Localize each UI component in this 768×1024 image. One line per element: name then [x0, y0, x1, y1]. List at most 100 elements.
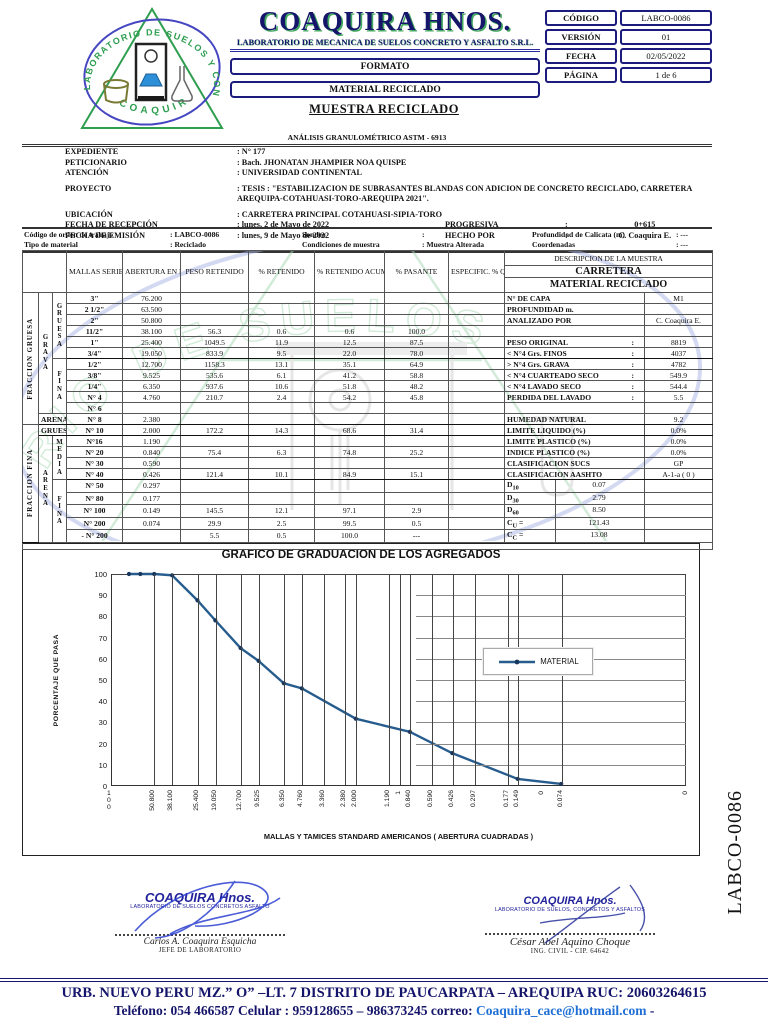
col-ret: % RETENIDO — [248, 250, 316, 293]
peso-retenido — [180, 435, 250, 447]
sieve-mm: 2.000 — [122, 424, 182, 436]
y-tick-label: 40 — [98, 697, 107, 707]
desc-row-value — [644, 479, 714, 493]
sieve-size: N° 40 — [66, 468, 124, 480]
v-gridline — [284, 574, 286, 785]
pct-pasante: 0.5 — [384, 516, 450, 531]
desc-row-label: LIMITE PLASTICO (%) — [504, 435, 646, 447]
desc-label-colon: < N°4 Grs. FINOS: — [507, 349, 642, 358]
info-label: EXPEDIENTE — [65, 147, 119, 156]
pct-acumulado — [314, 491, 386, 506]
sieve-analysis-section: RIO DE SUELOS MALLAS SERIE AMERICANAABER… — [21, 250, 714, 550]
peso-retenido — [180, 457, 250, 469]
especificacion — [448, 402, 506, 414]
analysis-subtitle: ANÁLISIS GRANULOMÉTRICO ASTM - 6913 — [22, 133, 712, 147]
especificacion — [448, 446, 506, 458]
desc-head: DESCRIPCION DE LA MUESTRA CARRETERA MATERI… — [505, 252, 712, 291]
h-gridline — [416, 764, 686, 766]
v-gridline — [507, 574, 509, 785]
desc-row-label: D10 0.07 — [504, 479, 646, 493]
desc-row-label — [504, 325, 646, 337]
peso-retenido: 1049.5 — [180, 336, 250, 348]
info-value: Bach. JHONATAN JHAMPIER NOA QUISPE — [237, 158, 725, 169]
desc-d-row: D60 8.50 — [507, 505, 642, 517]
desc-label-text: < N°4 Grs. FINOS — [507, 348, 567, 358]
pct-pasante: 48.2 — [384, 380, 450, 392]
desc-row-label: INDICE PLASTICO (%) — [504, 446, 646, 458]
pct-acumulado: 35.1 — [314, 358, 386, 370]
desc-row-value: 4037 — [644, 347, 714, 359]
desc-row-value: 0.0% — [644, 435, 714, 447]
especificacion — [448, 369, 506, 381]
sieve-mm: 50.800 — [122, 314, 182, 326]
x-axis-title: MALLAS Y TAMICES STANDARD AMERICANOS ( A… — [263, 832, 534, 841]
pct-acumulado — [314, 435, 386, 447]
peso-retenido — [180, 314, 250, 326]
y-tick-label: 80 — [98, 612, 107, 622]
sieve-size: 1/2" — [66, 358, 124, 370]
sieve-size: 3" — [66, 292, 124, 304]
desc-row-value — [644, 504, 714, 518]
especificacion — [448, 391, 506, 403]
sieve-mm — [122, 529, 182, 543]
sieve-size: N° 80 — [66, 491, 124, 506]
desc-d-symbol: CC = — [506, 530, 557, 542]
sieve-size: 1/4" — [66, 380, 124, 392]
order-row: Código de orden de trabajo LABCO-0086Sond… — [22, 230, 712, 240]
pct-acumulado — [314, 402, 386, 414]
chart-legend: MATERIAL — [483, 648, 593, 675]
especificacion — [448, 457, 506, 469]
pagina-value: 1 de 6 — [620, 67, 712, 83]
sieve-mm: 25.400 — [122, 336, 182, 348]
desc-label-colon: < N°4 LAVADO SECO: — [507, 382, 642, 391]
peso-retenido: 29.9 — [180, 516, 250, 531]
pct-acumulado: 100.0 — [314, 529, 386, 543]
v-gridline — [452, 574, 454, 785]
especificacion — [448, 468, 506, 480]
order-value: --- — [652, 240, 712, 250]
desc-row-label: < N°4 CUARTEADO SECO: — [504, 369, 646, 381]
pct-acumulado: 74.8 — [314, 446, 386, 458]
sieve-mm: 0.426 — [122, 468, 182, 480]
v-gridline — [240, 574, 242, 785]
order-value: Reciclado — [170, 240, 302, 250]
group-rotated-label: FRACCION GRUESA — [27, 317, 34, 400]
sieve-mm: 19.050 — [122, 347, 182, 359]
pct-acumulado: 12.5 — [314, 336, 386, 348]
info-right-value: C. Coaquira E. — [618, 230, 672, 240]
pct-acumulado: 54.2 — [314, 391, 386, 403]
desc-colon: : — [631, 348, 635, 358]
desc-row-value: 549.9 — [644, 369, 714, 381]
order-value — [422, 230, 532, 240]
x-tick-label: 25.400 — [192, 790, 200, 811]
info-row: ATENCIÓN UNIVERSIDAD CONTINENTAL — [65, 168, 725, 179]
order-value: --- — [652, 230, 712, 240]
sieve-mm: 63.500 — [122, 303, 182, 315]
h-gridline — [416, 595, 686, 597]
info-label: PETICIONARIO — [65, 157, 127, 167]
pct-pasante — [384, 491, 450, 506]
version-label: VERSIÓN — [545, 29, 617, 45]
granulometric-table: MALLAS SERIE AMERICANAABERTURA EN M. M.P… — [21, 250, 714, 550]
v-gridline — [258, 574, 260, 785]
sieve-size: N° 200 — [66, 516, 124, 531]
gradation-chart: GRAFICO DE GRADUACION DE LOS AGREGADOS P… — [22, 543, 700, 856]
x-tick-label: 0.177 — [502, 790, 510, 808]
company-subtitle: LABORATORIO DE MECANICA DE SUELOS CONCRE… — [230, 38, 540, 52]
desc-d-row: CC = 13.08 — [507, 530, 642, 542]
pct-retenido: 10.6 — [248, 380, 316, 392]
pct-acumulado — [314, 457, 386, 469]
pct-retenido: 2.4 — [248, 391, 316, 403]
info-row: PROYECTO TESIS : "ESTABILIZACION DE SUBRA… — [65, 184, 725, 205]
pct-retenido: 6.3 — [248, 446, 316, 458]
pct-acumulado: 22.0 — [314, 347, 386, 359]
signature-block-right: COAQUIRA Hnos. LABORATORIO DE SUELOS, CO… — [455, 884, 685, 955]
especificacion — [448, 435, 506, 447]
sieve-size: 2 1/2" — [66, 303, 124, 315]
pct-pasante — [384, 402, 450, 414]
info-value: UNIVERSIDAD CONTINENTAL — [237, 168, 725, 179]
desc-row-value: 9.2 — [644, 413, 714, 425]
